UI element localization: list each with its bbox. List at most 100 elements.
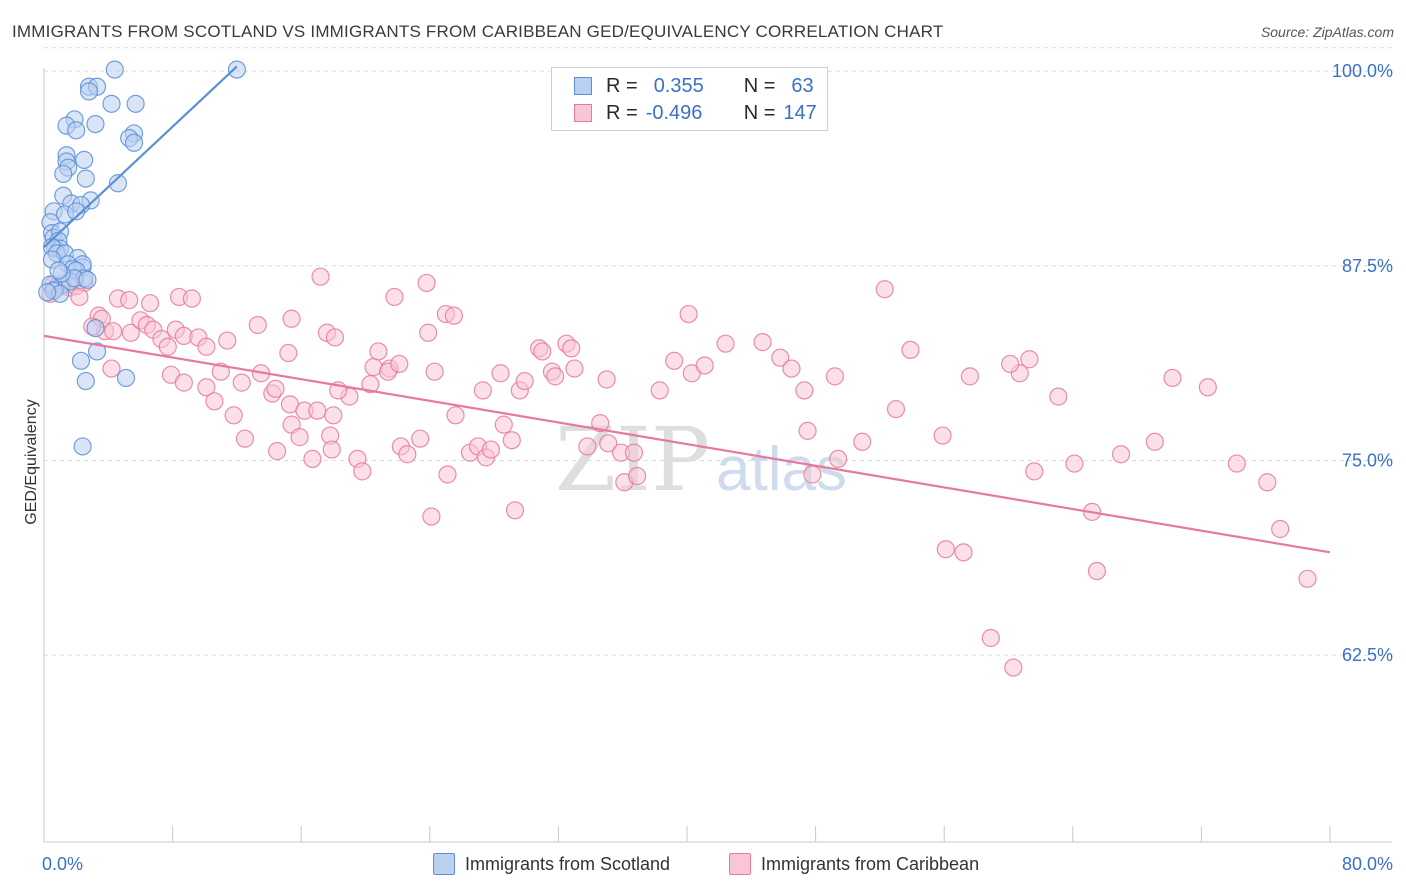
data-point xyxy=(505,501,525,520)
data-point xyxy=(1049,387,1068,406)
data-point xyxy=(71,351,91,370)
r-value: 0.355 xyxy=(653,74,704,97)
legend-item-caribbean: Immigrants from Caribbean xyxy=(729,852,979,876)
data-point xyxy=(87,342,107,361)
data-point xyxy=(205,392,224,411)
data-point xyxy=(104,322,123,341)
data-point xyxy=(411,429,430,448)
data-point xyxy=(73,437,92,456)
data-point xyxy=(182,289,201,308)
trend-lines xyxy=(43,65,1331,554)
stats-row-caribbean: R = -0.496 N = 147 xyxy=(574,100,817,126)
data-point xyxy=(54,164,73,184)
r-label: R = xyxy=(606,74,638,97)
data-point xyxy=(279,343,298,363)
tick-labels: 62.5% 75.0% 87.5% 100.0% 0.0% 80.0% xyxy=(42,61,1393,874)
data-point xyxy=(936,540,955,559)
data-point xyxy=(86,318,105,338)
data-point xyxy=(1004,658,1023,677)
data-point xyxy=(933,426,952,445)
data-point xyxy=(665,351,684,370)
data-point xyxy=(353,462,372,481)
data-point xyxy=(390,354,409,374)
data-point xyxy=(417,273,436,293)
data-point xyxy=(174,373,193,392)
data-point xyxy=(1198,378,1217,397)
data-point xyxy=(224,406,243,425)
data-point xyxy=(875,280,894,299)
series-immigrants-from-caribbean xyxy=(41,267,1317,677)
data-point xyxy=(75,150,94,170)
data-point xyxy=(282,309,301,328)
source-credit: Source: ZipAtlas.com xyxy=(1260,24,1394,40)
data-point xyxy=(960,367,980,386)
data-point xyxy=(981,628,1000,648)
data-point xyxy=(491,364,510,383)
data-point xyxy=(124,133,144,152)
data-point xyxy=(235,429,255,448)
data-point xyxy=(954,543,973,562)
trend-line xyxy=(43,334,1331,554)
legend-label-caribbean: Immigrants from Caribbean xyxy=(761,853,980,874)
y-axis-label: GED/Equivalency xyxy=(23,399,40,524)
r-value: -0.496 xyxy=(645,101,703,124)
data-point xyxy=(444,306,464,325)
data-point xyxy=(628,466,647,486)
data-point xyxy=(473,381,492,400)
data-point xyxy=(515,371,534,391)
data-point xyxy=(438,465,457,484)
data-point xyxy=(322,440,341,459)
data-point xyxy=(829,449,848,469)
watermark-atlas: atlas xyxy=(716,435,847,504)
data-point xyxy=(369,342,388,361)
data-point xyxy=(121,323,140,342)
data-point xyxy=(771,348,790,367)
data-point xyxy=(361,375,380,394)
data-point xyxy=(1163,368,1182,388)
grid-lines xyxy=(44,47,1392,656)
data-point xyxy=(798,421,817,440)
data-point xyxy=(1258,473,1277,492)
legend-swatch-caribbean xyxy=(729,853,751,875)
data-point xyxy=(105,60,124,79)
data-point xyxy=(398,445,417,464)
stats-legend: R = 0.355 N = 63 R = -0.496 N = 147 xyxy=(551,67,828,131)
legend-item-scotland: Immigrants from Scotland xyxy=(433,852,670,876)
data-point xyxy=(425,362,444,381)
data-point xyxy=(1020,350,1039,369)
data-point xyxy=(102,359,121,378)
y-tick-label: 62.5% xyxy=(1342,645,1393,665)
data-point xyxy=(86,114,105,134)
data-point xyxy=(120,290,139,310)
data-point xyxy=(49,261,68,280)
n-label: N = xyxy=(743,74,776,97)
trend-line xyxy=(43,65,238,248)
scotland-swatch xyxy=(574,77,592,95)
data-point xyxy=(1001,354,1020,374)
stats-row-scotland: R = 0.355 N = 63 xyxy=(574,73,814,99)
data-point xyxy=(79,82,99,101)
data-point xyxy=(562,339,581,358)
data-point xyxy=(218,331,237,350)
data-point xyxy=(325,328,345,347)
data-point xyxy=(108,174,128,193)
data-point xyxy=(546,367,565,386)
data-point xyxy=(782,359,801,378)
data-point xyxy=(76,169,95,188)
data-point xyxy=(494,415,513,434)
legend-swatch-scotland xyxy=(433,853,455,875)
data-point xyxy=(533,342,552,361)
data-point xyxy=(591,413,610,433)
data-point xyxy=(1145,432,1164,451)
data-point xyxy=(825,367,844,386)
data-point xyxy=(70,287,89,307)
data-point xyxy=(446,406,465,425)
data-point xyxy=(695,356,714,375)
data-point xyxy=(266,379,285,398)
data-point xyxy=(795,381,814,400)
data-point xyxy=(1111,445,1131,464)
data-point xyxy=(197,378,216,397)
data-point xyxy=(803,465,822,484)
data-point xyxy=(126,94,145,113)
